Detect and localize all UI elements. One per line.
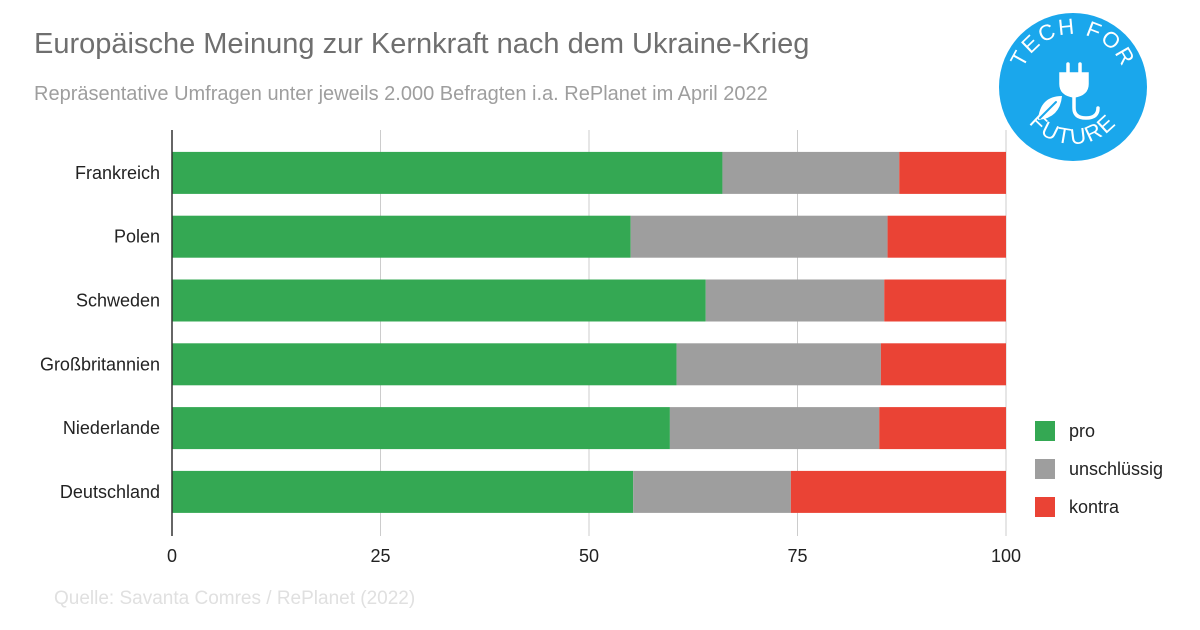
y-category-label: Schweden xyxy=(76,291,160,311)
bar-segment xyxy=(630,215,888,258)
legend-item-pro: pro xyxy=(1035,412,1163,450)
bar-segment xyxy=(880,343,1006,386)
bar-segment xyxy=(722,151,900,194)
plug-leaf-icon xyxy=(1038,62,1100,120)
x-tick-label: 50 xyxy=(579,546,599,566)
x-tick-label: 75 xyxy=(787,546,807,566)
bar-segment xyxy=(887,215,1006,258)
bar-segment xyxy=(879,407,1006,450)
bar-segment xyxy=(172,151,723,194)
tech-for-future-logo: TECH FOR FUTURE xyxy=(999,13,1147,161)
bar-segment xyxy=(633,470,791,513)
bar-segment xyxy=(705,279,885,322)
y-category-label: Frankreich xyxy=(75,163,160,183)
legend-item-kontra: kontra xyxy=(1035,488,1163,526)
bar-segment xyxy=(172,343,677,386)
chart-legend: pro unschlüssig kontra xyxy=(1035,412,1163,526)
bar-segment xyxy=(669,407,880,450)
legend-swatch-pro xyxy=(1035,421,1055,441)
bar-segment xyxy=(172,470,634,513)
legend-label-kontra: kontra xyxy=(1069,496,1120,517)
bar-segment xyxy=(172,407,670,450)
source-note: Quelle: Savanta Comres / RePlanet (2022) xyxy=(54,588,416,609)
x-tick-label: 25 xyxy=(370,546,390,566)
bar-segment xyxy=(790,470,1006,513)
y-category-label: Polen xyxy=(114,227,160,247)
y-category-label: Großbritannien xyxy=(40,354,160,374)
x-tick-label: 100 xyxy=(991,546,1021,566)
legend-item-unschluessig: unschlüssig xyxy=(1035,450,1163,488)
legend-swatch-kontra xyxy=(1035,497,1055,517)
x-tick-label: 0 xyxy=(167,546,177,566)
bar-segment xyxy=(676,343,881,386)
chart-title: Europäische Meinung zur Kernkraft nach d… xyxy=(34,28,810,60)
bar-segment xyxy=(172,215,631,258)
legend-label-pro: pro xyxy=(1069,420,1096,441)
legend-swatch-unschluessig xyxy=(1035,459,1055,479)
bar-segment xyxy=(172,279,706,322)
y-category-label: Niederlande xyxy=(63,418,160,438)
chart-subtitle: Repräsentative Umfragen unter jeweils 2.… xyxy=(34,83,768,105)
legend-label-unschluessig: unschlüssig xyxy=(1069,458,1164,479)
y-category-label: Deutschland xyxy=(60,482,160,502)
bar-segment xyxy=(899,151,1006,194)
bar-segment xyxy=(884,279,1006,322)
